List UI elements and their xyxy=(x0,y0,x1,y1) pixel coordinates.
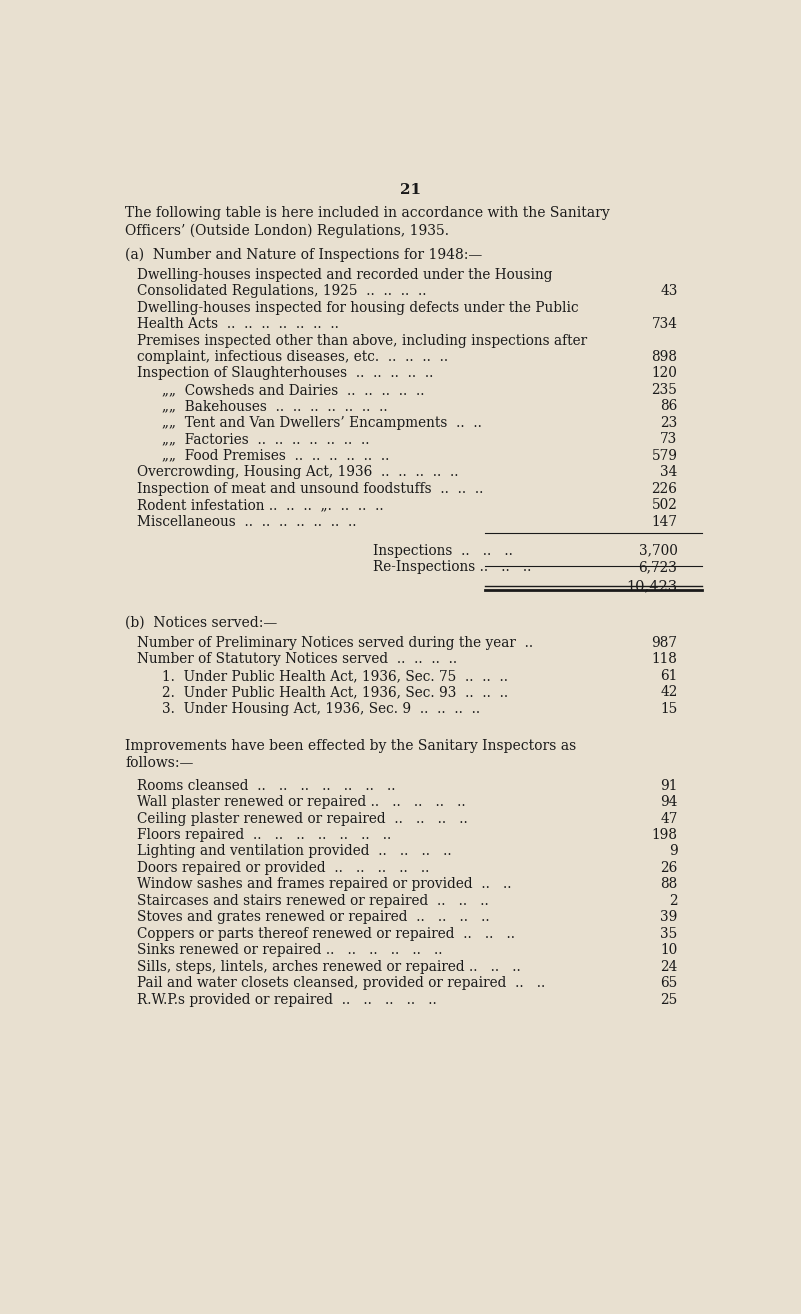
Text: „„  Factories  ..  ..  ..  ..  ..  ..  ..: „„ Factories .. .. .. .. .. .. .. xyxy=(162,432,370,447)
Text: Staircases and stairs renewed or repaired  ..   ..   ..: Staircases and stairs renewed or repaire… xyxy=(138,894,489,908)
Text: Number of Statutory Notices served  ..  ..  ..  ..: Number of Statutory Notices served .. ..… xyxy=(138,652,457,666)
Text: follows:—: follows:— xyxy=(125,756,193,770)
Text: 65: 65 xyxy=(660,976,678,991)
Text: 34: 34 xyxy=(660,465,678,480)
Text: 226: 226 xyxy=(651,482,678,495)
Text: R.W.P.s provided or repaired  ..   ..   ..   ..   ..: R.W.P.s provided or repaired .. .. .. ..… xyxy=(138,992,437,1007)
Text: Officers’ (Outside London) Regulations, 1935.: Officers’ (Outside London) Regulations, … xyxy=(125,223,449,238)
Text: 198: 198 xyxy=(651,828,678,842)
Text: 6,723: 6,723 xyxy=(638,560,678,574)
Text: „„  Cowsheds and Dairies  ..  ..  ..  ..  ..: „„ Cowsheds and Dairies .. .. .. .. .. xyxy=(162,382,425,397)
Text: Lighting and ventilation provided  ..   ..   ..   ..: Lighting and ventilation provided .. .. … xyxy=(138,845,452,858)
Text: Overcrowding, Housing Act, 1936  ..  ..  ..  ..  ..: Overcrowding, Housing Act, 1936 .. .. ..… xyxy=(138,465,459,480)
Text: (a)  Number and Nature of Inspections for 1948:—: (a) Number and Nature of Inspections for… xyxy=(125,247,482,261)
Text: Ceiling plaster renewed or repaired  ..   ..   ..   ..: Ceiling plaster renewed or repaired .. .… xyxy=(138,812,468,825)
Text: 3.  Under Housing Act, 1936, Sec. 9  ..  ..  ..  ..: 3. Under Housing Act, 1936, Sec. 9 .. ..… xyxy=(162,702,481,716)
Text: 26: 26 xyxy=(660,861,678,875)
Text: complaint, infectious diseases, etc.  ..  ..  ..  ..: complaint, infectious diseases, etc. .. … xyxy=(138,350,449,364)
Text: 2: 2 xyxy=(669,894,678,908)
Text: 10,423: 10,423 xyxy=(626,579,678,593)
Text: 987: 987 xyxy=(651,636,678,650)
Text: Sills, steps, lintels, arches renewed or repaired ..   ..   ..: Sills, steps, lintels, arches renewed or… xyxy=(138,959,521,974)
Text: 3,700: 3,700 xyxy=(638,544,678,557)
Text: „„  Bakehouses  ..  ..  ..  ..  ..  ..  ..: „„ Bakehouses .. .. .. .. .. .. .. xyxy=(162,399,388,414)
Text: (b)  Notices served:—: (b) Notices served:— xyxy=(125,615,277,629)
Text: 24: 24 xyxy=(660,959,678,974)
Text: Rodent infestation ..  ..  ..  „.  ..  ..  ..: Rodent infestation .. .. .. „. .. .. .. xyxy=(138,498,384,512)
Text: 73: 73 xyxy=(660,432,678,447)
Text: Inspection of meat and unsound foodstuffs  ..  ..  ..: Inspection of meat and unsound foodstuff… xyxy=(138,482,484,495)
Text: Health Acts  ..  ..  ..  ..  ..  ..  ..: Health Acts .. .. .. .. .. .. .. xyxy=(138,317,340,331)
Text: The following table is here included in accordance with the Sanitary: The following table is here included in … xyxy=(125,206,610,221)
Text: 15: 15 xyxy=(660,702,678,716)
Text: Dwelling-houses inspected for housing defects under the Public: Dwelling-houses inspected for housing de… xyxy=(138,301,579,314)
Text: Floors repaired  ..   ..   ..   ..   ..   ..   ..: Floors repaired .. .. .. .. .. .. .. xyxy=(138,828,392,842)
Text: 21: 21 xyxy=(400,183,421,197)
Text: 42: 42 xyxy=(660,686,678,699)
Text: 88: 88 xyxy=(660,878,678,891)
Text: Improvements have been effected by the Sanitary Inspectors as: Improvements have been effected by the S… xyxy=(125,738,576,753)
Text: „„  Food Premises  ..  ..  ..  ..  ..  ..: „„ Food Premises .. .. .. .. .. .. xyxy=(162,449,389,463)
Text: 1.  Under Public Health Act, 1936, Sec. 75  ..  ..  ..: 1. Under Public Health Act, 1936, Sec. 7… xyxy=(162,669,508,683)
Text: Stoves and grates renewed or repaired  ..   ..   ..   ..: Stoves and grates renewed or repaired ..… xyxy=(138,911,490,924)
Text: 43: 43 xyxy=(660,284,678,298)
Text: Wall plaster renewed or repaired ..   ..   ..   ..   ..: Wall plaster renewed or repaired .. .. .… xyxy=(138,795,466,809)
Text: 734: 734 xyxy=(651,317,678,331)
Text: 61: 61 xyxy=(660,669,678,683)
Text: 579: 579 xyxy=(651,449,678,463)
Text: Pail and water closets cleansed, provided or repaired  ..   ..: Pail and water closets cleansed, provide… xyxy=(138,976,545,991)
Text: Coppers or parts thereof renewed or repaired  ..   ..   ..: Coppers or parts thereof renewed or repa… xyxy=(138,926,515,941)
Text: Doors repaired or provided  ..   ..   ..   ..   ..: Doors repaired or provided .. .. .. .. .… xyxy=(138,861,430,875)
Text: Window sashes and frames repaired or provided  ..   ..: Window sashes and frames repaired or pro… xyxy=(138,878,512,891)
Text: Number of Preliminary Notices served during the year  ..: Number of Preliminary Notices served dur… xyxy=(138,636,533,650)
Text: 10: 10 xyxy=(660,943,678,958)
Text: „„  Tent and Van Dwellers’ Encampments  ..  ..: „„ Tent and Van Dwellers’ Encampments ..… xyxy=(162,415,482,430)
Text: 147: 147 xyxy=(651,515,678,528)
Text: 235: 235 xyxy=(651,382,678,397)
Text: 118: 118 xyxy=(651,652,678,666)
Text: Dwelling-houses inspected and recorded under the Housing: Dwelling-houses inspected and recorded u… xyxy=(138,268,553,281)
Text: 898: 898 xyxy=(651,350,678,364)
Text: Sinks renewed or repaired ..   ..   ..   ..   ..   ..: Sinks renewed or repaired .. .. .. .. ..… xyxy=(138,943,443,958)
Text: Premises inspected other than above, including inspections after: Premises inspected other than above, inc… xyxy=(138,334,587,347)
Text: 2.  Under Public Health Act, 1936, Sec. 93  ..  ..  ..: 2. Under Public Health Act, 1936, Sec. 9… xyxy=(162,686,509,699)
Text: 120: 120 xyxy=(651,367,678,381)
Text: Inspections  ..   ..   ..: Inspections .. .. .. xyxy=(373,544,513,557)
Text: 39: 39 xyxy=(660,911,678,924)
Text: 91: 91 xyxy=(660,779,678,792)
Text: 86: 86 xyxy=(660,399,678,414)
Text: 94: 94 xyxy=(660,795,678,809)
Text: Re-Inspections ..   ..   ..: Re-Inspections .. .. .. xyxy=(373,560,532,574)
Text: 25: 25 xyxy=(660,992,678,1007)
Text: 9: 9 xyxy=(669,845,678,858)
Text: Rooms cleansed  ..   ..   ..   ..   ..   ..   ..: Rooms cleansed .. .. .. .. .. .. .. xyxy=(138,779,396,792)
Text: Miscellaneous  ..  ..  ..  ..  ..  ..  ..: Miscellaneous .. .. .. .. .. .. .. xyxy=(138,515,357,528)
Text: Consolidated Regulations, 1925  ..  ..  ..  ..: Consolidated Regulations, 1925 .. .. .. … xyxy=(138,284,427,298)
Text: 35: 35 xyxy=(660,926,678,941)
Text: 502: 502 xyxy=(651,498,678,512)
Text: 23: 23 xyxy=(660,415,678,430)
Text: Inspection of Slaughterhouses  ..  ..  ..  ..  ..: Inspection of Slaughterhouses .. .. .. .… xyxy=(138,367,434,381)
Text: 47: 47 xyxy=(660,812,678,825)
